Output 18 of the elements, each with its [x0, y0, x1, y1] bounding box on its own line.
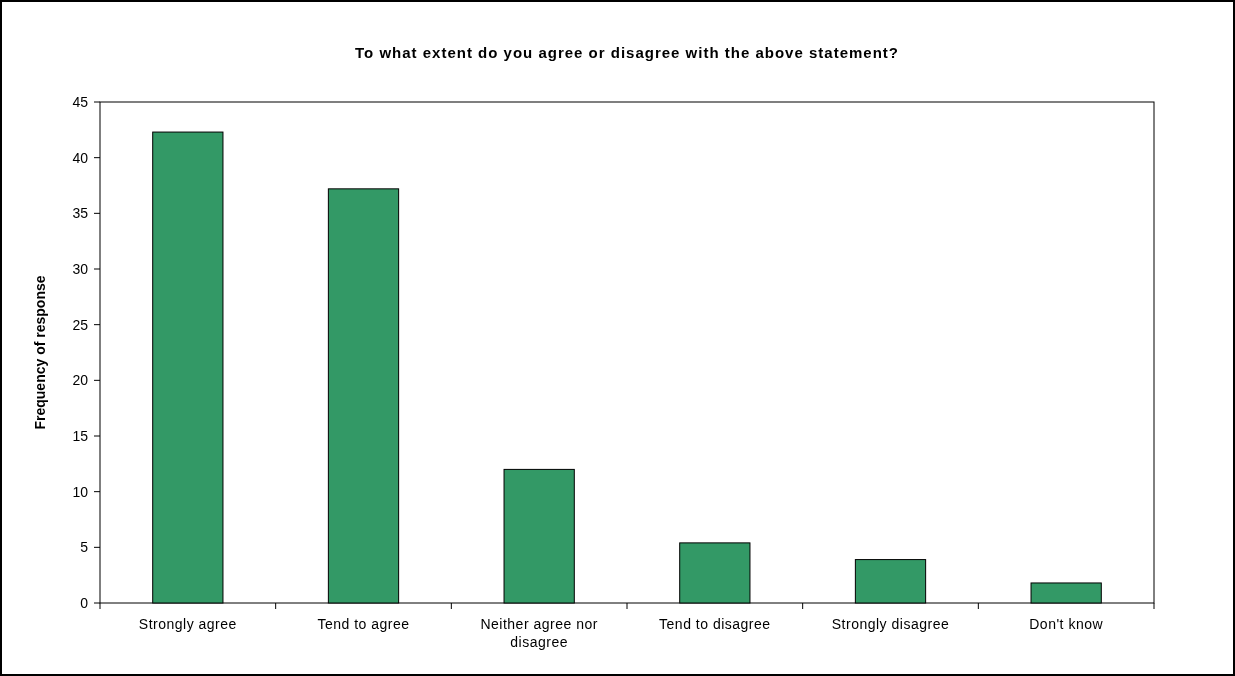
y-tick-label: 25	[72, 316, 89, 333]
y-tick-label: 10	[72, 483, 89, 500]
x-tick-label: Tend to agree	[317, 616, 410, 632]
y-tick-label: 40	[72, 149, 89, 166]
y-tick-label: 20	[72, 372, 89, 389]
y-tick-label: 35	[72, 205, 89, 222]
x-tick-label: Strongly agree	[138, 616, 237, 632]
y-axis-title: Frequency of response	[32, 275, 48, 430]
y-tick-label: 5	[80, 539, 89, 556]
y-tick-label: 45	[72, 93, 89, 110]
x-tick-label: Don't know	[1029, 616, 1104, 632]
y-tick-label: 0	[80, 594, 89, 611]
chart-title: To what extent do you agree or disagree with the above statement?	[355, 44, 899, 61]
x-tick-label: Tend to disagree	[659, 616, 771, 632]
x-tick-label: Neither agree nor disagree	[480, 616, 598, 650]
y-tick-label: 15	[72, 427, 89, 444]
x-tick-label: Strongly disagree	[831, 616, 950, 632]
y-tick-label: 30	[72, 260, 89, 277]
